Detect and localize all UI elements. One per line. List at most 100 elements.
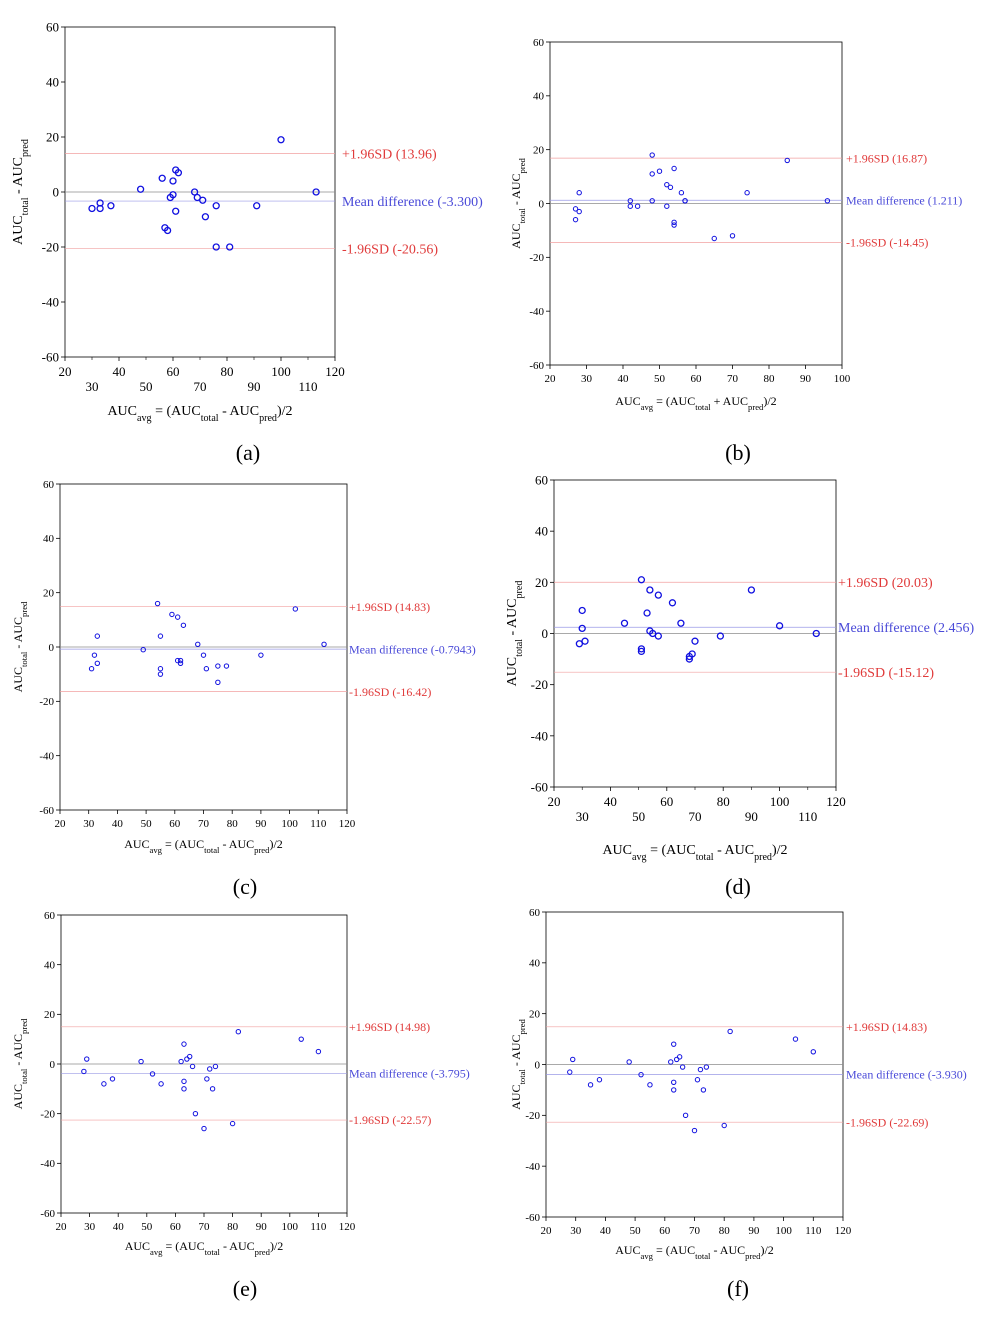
data-point xyxy=(226,243,234,251)
x-tick-label: 20 xyxy=(541,1225,553,1237)
data-point xyxy=(654,632,662,640)
x-axis-label: AUCavg = (AUCtotal - AUCpred)/2 xyxy=(107,404,292,424)
x-tick-label: 80 xyxy=(764,373,776,385)
data-point xyxy=(671,1041,677,1047)
x-tick-label: 80 xyxy=(719,1225,731,1237)
x-minor-tick-label: 70 xyxy=(689,809,702,824)
data-point xyxy=(656,168,663,174)
x-tick-label: 70 xyxy=(689,1225,701,1237)
data-point xyxy=(154,600,161,607)
data-point xyxy=(638,1071,644,1078)
data-point xyxy=(94,660,101,667)
lower-limit-label: -1.96SD (-16.42) xyxy=(349,685,431,699)
data-point xyxy=(691,1127,698,1134)
data-point xyxy=(812,629,820,638)
x-tick-label: 50 xyxy=(141,818,153,830)
x-tick-label: 120 xyxy=(325,364,345,379)
x-tick-label: 110 xyxy=(310,818,327,830)
x-minor-tick-label: 90 xyxy=(745,809,758,824)
y-axis-label: AUCtotal - AUCpred xyxy=(509,157,527,248)
data-point xyxy=(810,1049,816,1055)
y-tick-label: -60 xyxy=(531,780,548,795)
data-point xyxy=(157,666,164,672)
x-tick-label: 110 xyxy=(805,1225,822,1237)
y-tick-label: -60 xyxy=(529,360,544,372)
chart-panel-f: -60 -40 -20 0 20 40 60 20 30 40 50 60 70 80 90 100 110 12… xyxy=(502,905,1002,1270)
data-point xyxy=(775,622,784,630)
data-point xyxy=(654,591,662,599)
data-point xyxy=(292,606,299,612)
data-point xyxy=(729,233,736,239)
x-tick-label: 30 xyxy=(570,1225,582,1237)
data-point xyxy=(649,198,655,204)
y-tick-label: -40 xyxy=(525,1161,540,1173)
data-point xyxy=(626,1059,632,1065)
x-tick-label: 40 xyxy=(112,818,124,830)
data-point xyxy=(627,203,634,209)
x-tick-label: 100 xyxy=(282,1221,299,1233)
lower-limit-label: -1.96SD (-22.57) xyxy=(349,1113,431,1127)
y-axis-label: AUCtotal - AUCpred xyxy=(11,139,31,245)
upper-limit-label: +1.96SD (14.83) xyxy=(846,1020,927,1034)
x-tick-label: 90 xyxy=(748,1225,760,1237)
x-tick-label: 50 xyxy=(654,373,666,385)
data-point xyxy=(649,152,655,158)
data-point xyxy=(107,202,115,210)
data-point xyxy=(207,1066,213,1072)
data-point xyxy=(96,204,104,213)
x-tick-label: 20 xyxy=(59,364,72,379)
data-point xyxy=(101,1081,107,1087)
y-tick-label: -60 xyxy=(42,350,59,365)
y-tick-label: 60 xyxy=(535,473,548,488)
data-point xyxy=(643,609,651,617)
data-point xyxy=(727,1028,733,1035)
data-point xyxy=(694,1077,701,1083)
data-point xyxy=(298,1036,304,1042)
mean-difference-label: Mean difference (-0.7943) xyxy=(349,642,476,656)
data-point xyxy=(84,1056,90,1062)
x-axis-label: AUCavg = (AUCtotal - AUCpred)/2 xyxy=(124,837,283,855)
x-axis-label: AUCavg = (AUCtotal + AUCpred)/2 xyxy=(615,394,776,412)
data-point xyxy=(277,136,285,144)
x-tick-label: 70 xyxy=(199,1221,211,1233)
data-point xyxy=(691,637,699,645)
y-tick-label: 0 xyxy=(542,626,549,641)
x-tick-label: 20 xyxy=(545,373,557,385)
data-point xyxy=(596,1077,603,1083)
y-tick-label: 60 xyxy=(529,907,541,919)
data-point xyxy=(671,1079,677,1085)
chart-svg-b: -60 -40 -20 0 20 40 60 20 30 40 50 60 70 80 90 100 +1.96… xyxy=(509,37,962,412)
y-tick-label: 20 xyxy=(43,588,55,600)
data-point xyxy=(315,1048,322,1055)
chart-svg-c: -60 -40 -20 0 20 40 60 20 30 40 50 60 70 80 90 100 110 12… xyxy=(11,479,476,855)
y-tick-label: -40 xyxy=(531,728,548,743)
data-point xyxy=(88,204,96,213)
data-point xyxy=(229,1120,236,1127)
chart-panel-b: -60 -40 -20 0 20 40 60 20 30 40 50 60 70 80 90 100 +1.96… xyxy=(502,0,1002,440)
y-tick-label: 40 xyxy=(535,524,548,539)
x-tick-label: 20 xyxy=(56,1221,68,1233)
x-axis-label: AUCavg = (AUCtotal - AUCpred)/2 xyxy=(615,1243,774,1261)
data-point xyxy=(215,663,221,669)
chart-svg-e: -60 -40 -20 0 20 40 60 20 30 40 50 60 70 80 90 100 110 12… xyxy=(11,910,470,1257)
x-tick-label: 80 xyxy=(227,818,239,830)
data-point xyxy=(201,213,210,221)
data-point xyxy=(88,666,95,672)
data-point xyxy=(587,1082,594,1088)
data-point xyxy=(572,216,579,223)
y-tick-label: 40 xyxy=(529,958,541,970)
chart-svg-d: -60 -40 -20 0 20 40 60 20 40 60 80 100 120 30 50 70 90 11… xyxy=(505,473,975,863)
data-point xyxy=(169,177,177,185)
data-point xyxy=(138,1058,144,1065)
y-tick-label: 40 xyxy=(533,91,545,103)
x-tick-label: 60 xyxy=(170,1221,182,1233)
x-tick-label: 40 xyxy=(604,794,617,809)
data-point xyxy=(567,1069,573,1075)
upper-limit-label: +1.96SD (14.83) xyxy=(349,600,430,614)
chart-panel-a: -60 -40 -20 0 20 40 60 20 40 60 80 100 120 30 50 70 90 11… xyxy=(0,0,500,440)
data-point xyxy=(169,611,175,618)
x-tick-label: 40 xyxy=(600,1225,612,1237)
data-point xyxy=(177,657,184,664)
data-point xyxy=(212,202,220,210)
data-point xyxy=(149,1071,156,1077)
